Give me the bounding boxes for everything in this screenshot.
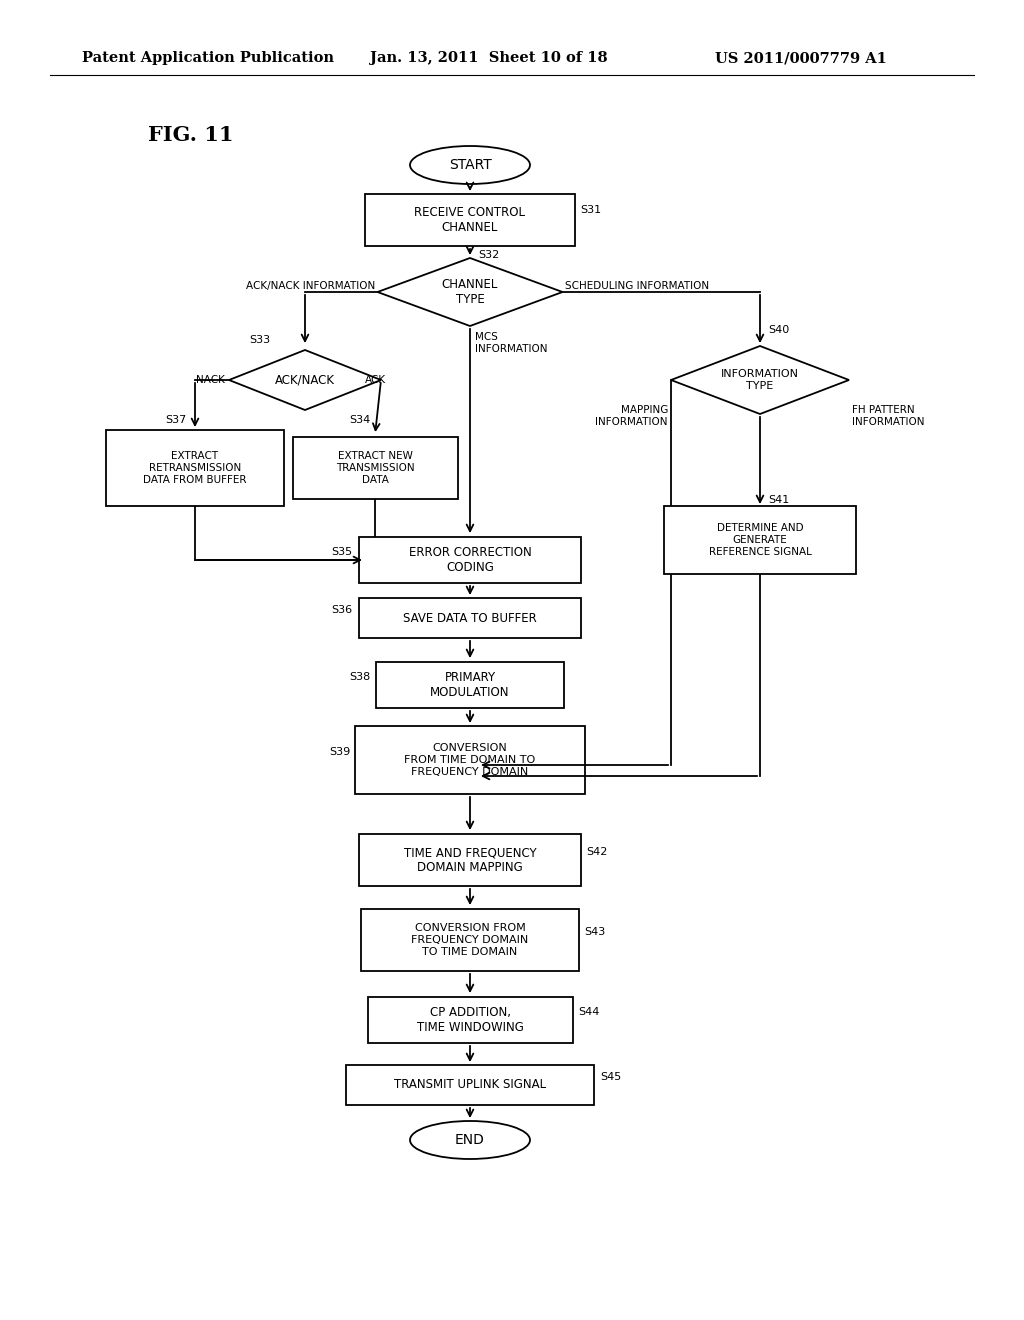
- Text: S44: S44: [578, 1007, 599, 1016]
- Text: NACK: NACK: [196, 375, 224, 385]
- Text: CONVERSION
FROM TIME DOMAIN TO
FREQUENCY DOMAIN: CONVERSION FROM TIME DOMAIN TO FREQUENCY…: [404, 743, 536, 776]
- Text: CONVERSION FROM
FREQUENCY DOMAIN
TO TIME DOMAIN: CONVERSION FROM FREQUENCY DOMAIN TO TIME…: [412, 924, 528, 957]
- Polygon shape: [378, 257, 562, 326]
- Text: CP ADDITION,
TIME WINDOWING: CP ADDITION, TIME WINDOWING: [417, 1006, 523, 1034]
- Bar: [359, 598, 581, 638]
- Text: MAPPING
INFORMATION: MAPPING INFORMATION: [596, 405, 668, 426]
- Bar: [361, 909, 579, 972]
- Text: EXTRACT NEW
TRANSMISSION
DATA: EXTRACT NEW TRANSMISSION DATA: [336, 451, 415, 484]
- Bar: [376, 663, 564, 708]
- Text: US 2011/0007779 A1: US 2011/0007779 A1: [715, 51, 887, 65]
- Text: RECEIVE CONTROL
CHANNEL: RECEIVE CONTROL CHANNEL: [415, 206, 525, 234]
- Text: S39: S39: [329, 747, 350, 756]
- Bar: [365, 194, 575, 246]
- Text: S45: S45: [600, 1072, 622, 1082]
- Text: S33: S33: [249, 335, 270, 345]
- Text: S31: S31: [580, 205, 601, 215]
- Text: S35: S35: [331, 546, 352, 557]
- Text: TIME AND FREQUENCY
DOMAIN MAPPING: TIME AND FREQUENCY DOMAIN MAPPING: [403, 846, 537, 874]
- Text: S40: S40: [768, 325, 790, 335]
- Text: EXTRACT
RETRANSMISSION
DATA FROM BUFFER: EXTRACT RETRANSMISSION DATA FROM BUFFER: [143, 451, 247, 484]
- Text: MCS
INFORMATION: MCS INFORMATION: [475, 333, 548, 354]
- Text: Jan. 13, 2011  Sheet 10 of 18: Jan. 13, 2011 Sheet 10 of 18: [370, 51, 607, 65]
- Ellipse shape: [410, 147, 530, 183]
- Text: CHANNEL
TYPE: CHANNEL TYPE: [441, 279, 499, 306]
- Bar: [664, 506, 856, 574]
- Text: S43: S43: [584, 927, 605, 937]
- Text: ACK/NACK INFORMATION: ACK/NACK INFORMATION: [246, 281, 375, 290]
- Text: INFORMATION
TYPE: INFORMATION TYPE: [721, 370, 799, 391]
- Text: S38: S38: [349, 672, 370, 682]
- Text: S41: S41: [768, 495, 790, 506]
- Polygon shape: [671, 346, 849, 414]
- Bar: [293, 437, 458, 499]
- Text: END: END: [455, 1133, 485, 1147]
- Text: S37: S37: [166, 414, 187, 425]
- Text: ACK: ACK: [365, 375, 386, 385]
- Text: Patent Application Publication: Patent Application Publication: [82, 51, 334, 65]
- Bar: [359, 834, 581, 886]
- Text: S42: S42: [586, 847, 607, 857]
- Text: FIG. 11: FIG. 11: [148, 125, 233, 145]
- Polygon shape: [229, 350, 381, 411]
- Text: S32: S32: [478, 249, 500, 260]
- Text: SCHEDULING INFORMATION: SCHEDULING INFORMATION: [565, 281, 710, 290]
- Text: DETERMINE AND
GENERATE
REFERENCE SIGNAL: DETERMINE AND GENERATE REFERENCE SIGNAL: [709, 524, 811, 557]
- Text: ERROR CORRECTION
CODING: ERROR CORRECTION CODING: [409, 546, 531, 574]
- Text: FH PATTERN
INFORMATION: FH PATTERN INFORMATION: [852, 405, 925, 426]
- Text: ACK/NACK: ACK/NACK: [275, 374, 335, 387]
- Bar: [355, 726, 585, 795]
- Bar: [106, 430, 284, 506]
- Text: S34: S34: [349, 414, 370, 425]
- Bar: [346, 1065, 594, 1105]
- Text: START: START: [449, 158, 492, 172]
- Text: PRIMARY
MODULATION: PRIMARY MODULATION: [430, 671, 510, 700]
- Bar: [359, 537, 581, 583]
- Text: TRANSMIT UPLINK SIGNAL: TRANSMIT UPLINK SIGNAL: [394, 1078, 546, 1092]
- Ellipse shape: [410, 1121, 530, 1159]
- Text: S36: S36: [331, 605, 352, 615]
- Text: SAVE DATA TO BUFFER: SAVE DATA TO BUFFER: [403, 611, 537, 624]
- Bar: [368, 997, 572, 1043]
